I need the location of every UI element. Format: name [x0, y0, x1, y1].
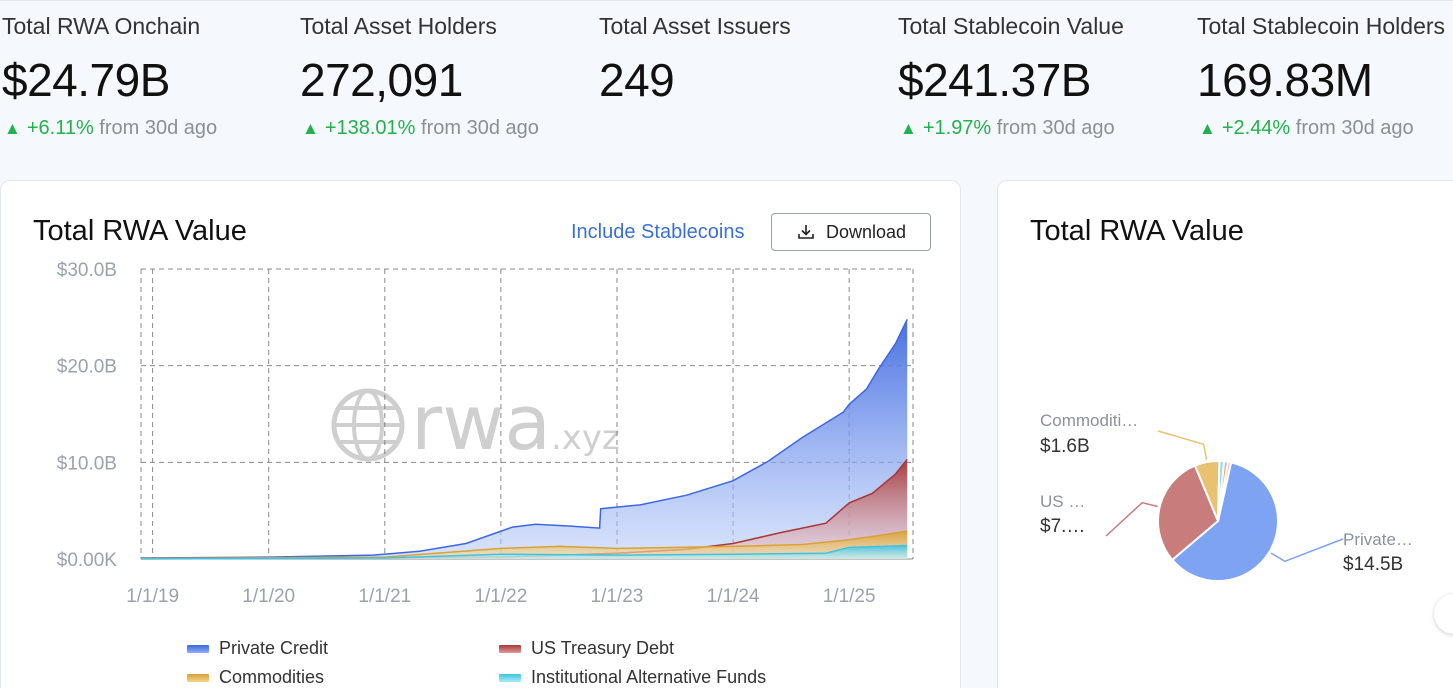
- pie-leader-line: [1270, 538, 1344, 563]
- stat-change: ▲ +6.11% from 30d ago: [4, 117, 217, 140]
- stat-total-asset-holders: Total Asset Holders 272,091 ▲ +138.01% fr…: [300, 1, 600, 161]
- series-institutional-alternative-funds[interactable]: [140, 544, 908, 560]
- pie-slice-other-2[interactable]: [1217, 460, 1233, 522]
- series-commodities-area: [141, 531, 908, 559]
- legend-swatch: [187, 644, 209, 653]
- pie-title: Total RWA Value: [1030, 215, 1244, 247]
- rwa-value-chart-card: Total RWA Value Include Stablecoins Down…: [0, 180, 961, 688]
- pie-slice-label: Commoditi…: [1040, 411, 1138, 430]
- stat-change: ▲ +2.44% from 30d ago: [1199, 117, 1414, 140]
- download-button[interactable]: Download: [771, 213, 931, 251]
- stat-total-stablecoin-holders: Total Stablecoin Holders 169.83M ▲ +2.44%…: [1197, 1, 1453, 161]
- stat-total-stablecoin-value: Total Stablecoin Value $241.37B ▲ +1.97% …: [898, 1, 1198, 161]
- rwa-value-pie-card: Total RWA Value Private… $14.5B US … $7.… Co…: [997, 180, 1453, 688]
- legend-item-private-credit[interactable]: Private Credit: [187, 638, 328, 659]
- up-arrow-icon: ▲: [1199, 119, 1216, 138]
- series-institutional-alternative-funds-area: [141, 545, 908, 559]
- series-private-credit-area: [141, 319, 908, 559]
- stat-change: ▲ +1.97% from 30d ago: [900, 117, 1115, 140]
- stat-value: 272,091: [300, 54, 463, 106]
- y-tick-label: $20.0B: [57, 357, 117, 378]
- stat-change-pct: +2.44%: [1221, 117, 1291, 139]
- stat-value: $241.37B: [898, 54, 1091, 106]
- x-tick-label: 1/1/21: [358, 586, 411, 607]
- up-arrow-icon: ▲: [900, 119, 917, 138]
- series-institutional-alternative-funds-line: [140, 544, 908, 560]
- x-tick-label: 1/1/23: [591, 586, 644, 607]
- series-commodities-line: [140, 530, 908, 560]
- x-tick-label: 1/1/22: [474, 586, 527, 607]
- x-tick-label: 1/1/20: [242, 586, 295, 607]
- up-arrow-icon: ▲: [4, 119, 21, 138]
- pie-chart: Private… $14.5B US … $7.… Commoditi… $1.6B: [1040, 411, 1413, 582]
- legend-item-commodities[interactable]: Commodities: [187, 667, 324, 688]
- stat-change: ▲ +138.01% from 30d ago: [302, 117, 539, 140]
- stat-label: Total RWA Onchain: [2, 13, 201, 39]
- download-icon: [798, 225, 814, 239]
- stat-change-pct: +138.01%: [324, 117, 416, 139]
- stat-label: Total Stablecoin Value: [898, 13, 1124, 39]
- globe-meridian: [352, 389, 384, 461]
- stat-total-rwa-onchain: Total RWA Onchain $24.79B ▲ +6.11% from 3…: [2, 1, 302, 161]
- stat-change-pct: +6.11%: [26, 117, 94, 139]
- stat-value: 169.83M: [1197, 54, 1373, 106]
- floating-action-button[interactable]: [1434, 594, 1453, 634]
- stat-value: 249: [599, 54, 675, 106]
- series-private-credit[interactable]: [140, 318, 908, 559]
- download-label: Download: [825, 221, 907, 242]
- watermark-text: rwa.xyz: [411, 378, 620, 467]
- legend-label: Commodities: [219, 667, 325, 687]
- area-chart: rwa.xyz $0.00K $10.0B $20.0B $30.0B 1/1/19 1/1…: [57, 260, 914, 607]
- pie-slice-private-credit[interactable]: [1170, 461, 1279, 582]
- stat-change-pct: +1.97%: [922, 117, 992, 139]
- legend-swatch: [499, 673, 521, 682]
- pie-slice-us-treasury[interactable]: [1157, 464, 1220, 562]
- pie-slice-label: Private…: [1343, 530, 1413, 549]
- stat-label: Total Asset Issuers: [599, 13, 791, 39]
- series-commodities[interactable]: [140, 530, 908, 560]
- legend-item-institutional-alternative-funds[interactable]: Institutional Alternative Funds: [499, 667, 766, 688]
- pie-leader-line: [1157, 430, 1208, 461]
- pie-slice-label: US …: [1040, 492, 1085, 511]
- pie-slice-value: $7.…: [1040, 516, 1085, 537]
- y-tick-label: $10.0B: [57, 453, 117, 474]
- series-private-credit-line: [140, 318, 908, 559]
- stat-label: Total Asset Holders: [300, 13, 497, 39]
- stat-change-suffix: from 30d ago: [421, 117, 539, 139]
- up-arrow-icon: ▲: [302, 119, 319, 138]
- stat-value: $24.79B: [2, 54, 170, 106]
- stat-change-suffix: from 30d ago: [99, 117, 218, 139]
- y-tick-label: $30.0B: [57, 260, 117, 281]
- pie-leader-line: [1105, 501, 1158, 537]
- rwa-watermark: rwa.xyz: [331, 378, 620, 467]
- pie-slice-value: $1.6B: [1040, 436, 1090, 457]
- stat-change-suffix: from 30d ago: [1295, 117, 1414, 139]
- pie-slice-value: $14.5B: [1343, 554, 1403, 575]
- x-tick-label: 1/1/24: [707, 586, 760, 607]
- stats-row: Total RWA Onchain $24.79B ▲ +6.11% from 3…: [0, 0, 1453, 170]
- stat-label: Total Stablecoin Holders: [1197, 13, 1446, 39]
- include-stablecoins-toggle[interactable]: Include Stablecoins: [571, 221, 745, 243]
- legend-label: US Treasury Debt: [531, 638, 675, 658]
- chart-title: Total RWA Value: [33, 215, 247, 247]
- legend-label: Institutional Alternative Funds: [531, 667, 767, 687]
- x-tick-label: 1/1/19: [126, 586, 179, 607]
- y-tick-label: $0.00K: [57, 550, 118, 571]
- stat-total-asset-issuers: Total Asset Issuers 249: [599, 1, 899, 161]
- legend-swatch: [499, 644, 521, 653]
- legend-item-us-treasury-debt[interactable]: US Treasury Debt: [499, 638, 674, 659]
- stat-change-suffix: from 30d ago: [996, 117, 1115, 139]
- legend-swatch: [187, 673, 209, 682]
- x-tick-label: 1/1/25: [823, 586, 876, 607]
- legend-label: Private Credit: [219, 638, 329, 658]
- globe-icon: [331, 388, 405, 462]
